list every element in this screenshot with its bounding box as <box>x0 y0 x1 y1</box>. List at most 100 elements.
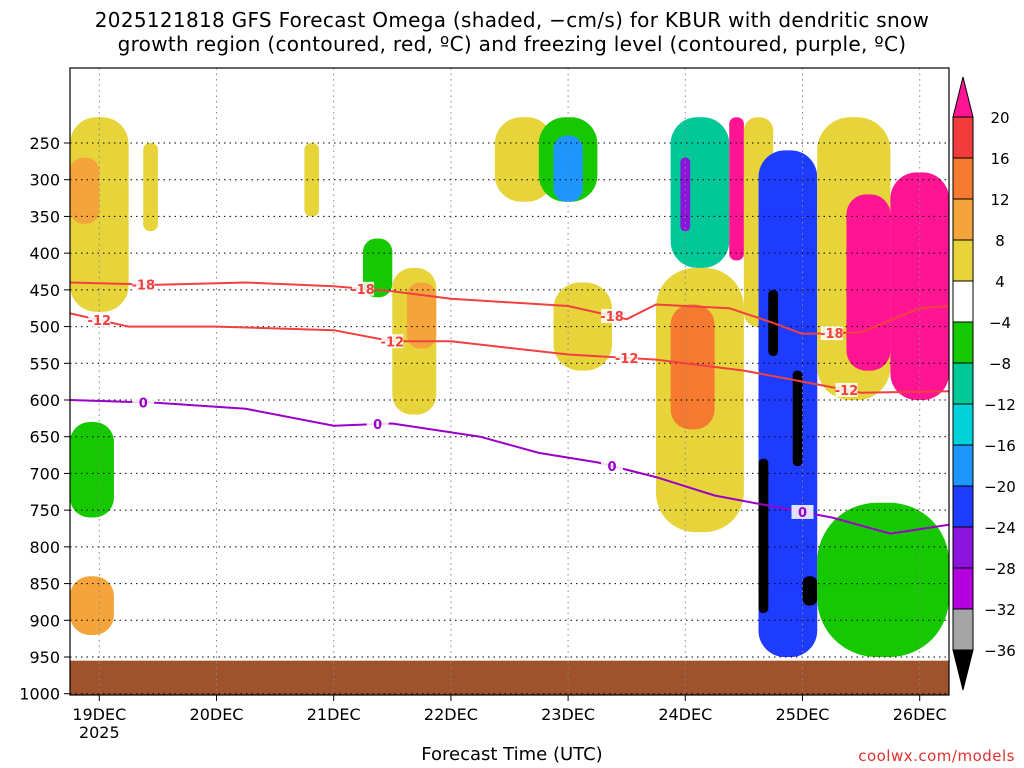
contour-label-bg <box>601 308 624 323</box>
contour-label-bg <box>820 326 843 341</box>
y-tick-label: 550 <box>29 354 60 373</box>
y-tick-label: 500 <box>29 318 60 337</box>
contour-label: 0 <box>139 396 148 411</box>
omega-region <box>70 157 100 224</box>
omega-region <box>792 370 803 467</box>
contour-label: 0 <box>608 460 617 475</box>
y-tick-label: 300 <box>29 171 60 190</box>
x-tick-label: 22DEC <box>424 705 478 724</box>
x-tick-label: 21DEC <box>307 705 361 724</box>
colorbar-label: −12 <box>984 396 1016 414</box>
chart-title-line-1: 2025121818 GFS Forecast Omega (shaded, −… <box>94 8 930 32</box>
colorbar-bottom-arrow <box>952 649 974 691</box>
y-tick-label: 1000 <box>19 685 60 704</box>
colorbar-label: 20 <box>990 109 1009 127</box>
contour-label-bg <box>381 334 404 349</box>
contour-label-bg <box>835 382 858 397</box>
contour-label-bg <box>132 277 155 292</box>
colorbar-swatch <box>952 198 974 241</box>
omega-region <box>670 117 730 268</box>
contour-line-minus12 <box>70 312 949 394</box>
contour-label-bg <box>366 417 389 432</box>
omega-region <box>143 143 158 232</box>
colorbar-swatch <box>952 567 974 610</box>
omega-region <box>890 172 949 400</box>
colorbar-swatch <box>952 116 974 159</box>
y-tick-label: 800 <box>29 538 60 557</box>
contour-label: -12 <box>835 384 859 399</box>
y-tick-label: 650 <box>29 428 60 447</box>
colorbar-label: −28 <box>984 560 1016 578</box>
colorbar-swatch <box>952 157 974 200</box>
x-tick-label: 24DEC <box>658 705 712 724</box>
y-tick-label: 250 <box>29 134 60 153</box>
colorbar-label: 16 <box>990 150 1009 168</box>
colorbar-swatch <box>952 403 974 446</box>
y-tick-label: 850 <box>29 575 60 594</box>
y-tick-label: 450 <box>29 281 60 300</box>
colorbar-swatch <box>952 321 974 364</box>
colorbar-label: −16 <box>984 437 1016 455</box>
contour-line-0 <box>70 399 949 535</box>
omega-region <box>70 576 114 635</box>
contour-label: -12 <box>88 314 112 329</box>
x-tick-sublabel: 2025 <box>79 723 120 742</box>
contour-label: -18 <box>820 327 844 342</box>
colorbar-swatch <box>952 608 974 651</box>
colorbar-label: 12 <box>990 191 1009 209</box>
omega-field <box>70 117 949 658</box>
colorbar-swatch <box>952 239 974 282</box>
contour-label: -12 <box>381 335 405 350</box>
colorbar-label: 8 <box>995 232 1005 250</box>
y-tick-label: 950 <box>29 648 60 667</box>
contour-label-bg <box>791 504 814 519</box>
colorbar-label: −24 <box>984 519 1016 537</box>
y-tick-label: 400 <box>29 244 60 263</box>
contour-label-bg <box>88 312 111 327</box>
x-tick-label: 20DEC <box>190 705 244 724</box>
contour-label: -18 <box>132 278 156 293</box>
omega-region <box>70 422 114 518</box>
colorbar-swatch <box>952 526 974 569</box>
terrain-layer <box>70 660 949 695</box>
contour-label-bg <box>352 281 374 296</box>
colorbar-swatch <box>952 485 974 528</box>
omega-region <box>802 576 818 606</box>
omega-region <box>680 157 691 232</box>
omega-region <box>729 117 744 261</box>
x-tick-label: 19DEC <box>72 705 126 724</box>
y-tick-label: 700 <box>29 464 60 483</box>
colorbar-top-arrow <box>952 76 974 118</box>
contour-label-bg <box>601 459 624 474</box>
colorbar-swatch <box>952 280 974 323</box>
omega-region <box>846 194 891 371</box>
x-tick-label: 23DEC <box>541 705 595 724</box>
y-tick-label: 600 <box>29 391 60 410</box>
contour-label-bg <box>615 350 638 365</box>
x-tick-label: 26DEC <box>893 705 947 724</box>
y-tick-label: 900 <box>29 611 60 630</box>
y-tick-label: 750 <box>29 501 60 520</box>
colorbar-swatch <box>952 362 974 405</box>
contour-label: 0 <box>373 418 382 433</box>
omega-region <box>406 282 437 349</box>
contour-label: 0 <box>798 506 807 521</box>
omega-region <box>553 135 583 202</box>
colorbar-label: −32 <box>984 601 1016 619</box>
omega-region <box>817 502 949 657</box>
chart-title-line-2: growth region (contoured, red, ºC) and f… <box>117 32 907 56</box>
contour-layer: -18 -18 -18 -18 -12 -12 -12 -12 0 0 0 0 <box>70 277 949 535</box>
axis-layer: 250 300 350 400 450 500 550 600 650 700 750 800 850 9… <box>19 67 950 742</box>
omega-region <box>304 143 320 217</box>
terrain-fill <box>70 660 949 695</box>
contour-label: -18 <box>351 283 375 298</box>
plot-frame <box>69 67 950 696</box>
contour-label: -18 <box>600 310 624 325</box>
colorbar-label: −8 <box>989 355 1011 373</box>
y-tick-label: 350 <box>29 207 60 226</box>
colorbar-label: −36 <box>984 642 1016 660</box>
colorbar-label: 4 <box>995 273 1005 291</box>
x-axis-label: Forecast Time (UTC) <box>421 744 603 765</box>
colorbar-label: −4 <box>989 314 1011 332</box>
